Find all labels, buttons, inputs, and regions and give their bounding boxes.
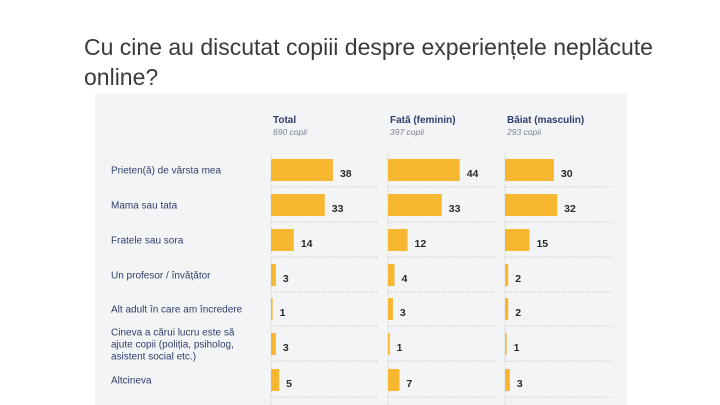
bar	[271, 229, 294, 251]
column-title: Total	[273, 115, 296, 126]
bar-value-label: 33	[449, 203, 461, 215]
bar-value-label: 7	[406, 378, 412, 390]
bar	[505, 369, 510, 391]
row-label: Fratele sau sora	[111, 236, 184, 247]
bar	[388, 369, 400, 391]
bar-value-label: 5	[286, 378, 292, 390]
bar-value-label: 3	[517, 378, 523, 390]
bar	[505, 194, 558, 216]
bar-value-label: 12	[415, 238, 427, 250]
bar	[388, 333, 390, 355]
bar	[271, 194, 325, 216]
row-label: Alt adult în care am încredere	[111, 305, 243, 316]
bar	[388, 159, 460, 181]
bar	[505, 264, 509, 286]
bar	[388, 264, 395, 286]
bar-value-label: 30	[561, 168, 573, 180]
bar-value-label: 14	[301, 238, 313, 250]
bar	[388, 298, 393, 320]
bar	[271, 264, 276, 286]
bar-value-label: 3	[283, 273, 289, 285]
bar-value-label: 15	[536, 238, 548, 250]
bar-value-label: 1	[514, 342, 520, 354]
row-label: Un profesor / învățător	[111, 271, 211, 282]
bar	[388, 229, 408, 251]
bar-value-label: 3	[283, 342, 289, 354]
bar-value-label: 1	[397, 342, 403, 354]
row-label: ajute copii (poliția, psiholog,	[111, 340, 234, 351]
column-subtitle: 293 copii	[506, 127, 542, 137]
column-title: Băiat (masculin)	[507, 115, 584, 126]
bar-value-label: 32	[564, 203, 576, 215]
bar	[271, 298, 273, 320]
chart-panel: Total 690 copii Fată (feminin) 397 copii Băi…	[95, 93, 627, 405]
bar-value-label: 38	[340, 168, 352, 180]
bar	[271, 333, 276, 355]
bar-value-label: 3	[400, 307, 406, 319]
row-label: Mama sau tata	[111, 201, 178, 212]
bar-value-label: 33	[332, 203, 344, 215]
bar	[388, 194, 442, 216]
bar	[505, 229, 530, 251]
bar	[505, 298, 509, 320]
bar	[505, 333, 507, 355]
bar	[271, 159, 333, 181]
bar-value-label: 4	[402, 273, 408, 285]
row-label: Altcineva	[111, 376, 152, 387]
bar	[505, 159, 554, 181]
row-label: asistent social etc.)	[111, 352, 196, 363]
row-label: Cineva a cărui lucru este să	[111, 328, 235, 339]
row-label: Prieten(ă) de vârsta mea	[111, 166, 221, 177]
column-subtitle: 690 copii	[273, 127, 308, 137]
column-title: Fată (feminin)	[390, 115, 456, 126]
bar	[271, 369, 280, 391]
bar-value-label: 44	[467, 168, 479, 180]
bar-value-label: 2	[515, 273, 521, 285]
column-subtitle: 397 copii	[390, 127, 425, 137]
bar-value-label: 2	[515, 307, 521, 319]
bar-value-label: 1	[280, 307, 286, 319]
slide-title: Cu cine au discutat copiii despre experi…	[84, 34, 653, 90]
